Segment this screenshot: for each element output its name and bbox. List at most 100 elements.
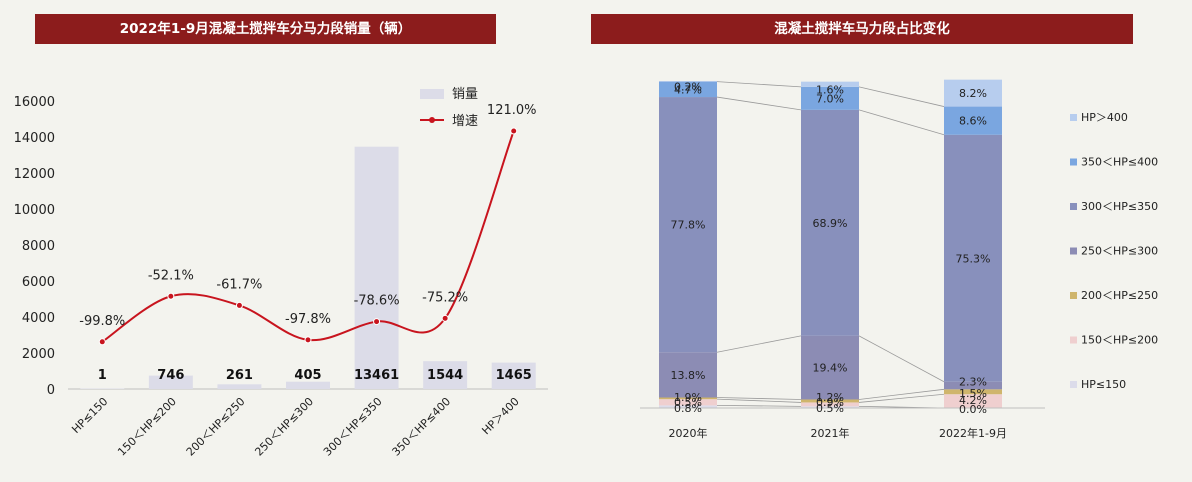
x-category-label: 300＜HP≤350	[321, 395, 385, 459]
segment-value-label: 1.5%	[959, 387, 987, 400]
segment-value-label: 0.5%	[674, 396, 702, 409]
segment-value-label: 0.5%	[816, 402, 844, 415]
x-category-label: HP≤150	[69, 395, 110, 436]
legend-swatch	[1070, 203, 1077, 210]
segment-value-label: 1.2%	[816, 391, 844, 404]
segment-value-label: 2.3%	[959, 375, 987, 388]
growth-value-label: -78.6%	[354, 294, 400, 309]
growth-point	[510, 127, 518, 135]
growth-point	[167, 292, 175, 300]
stacked-segment	[944, 134, 1002, 382]
stacked-segment	[659, 405, 717, 408]
segment-value-label: 75.3%	[956, 252, 991, 265]
growth-point	[441, 314, 449, 322]
growth-value-label: -75.2%	[422, 290, 468, 305]
sales-bar	[491, 362, 536, 389]
legend-label: HP＞400	[1081, 111, 1128, 124]
sales-bar	[80, 388, 125, 389]
y-tick-label: 16000	[14, 95, 55, 110]
segment-value-label: 0.0%	[959, 403, 987, 416]
growth-value-label: -52.1%	[148, 268, 194, 283]
segment-value-label: 1.6%	[816, 83, 844, 96]
segment-value-label: 13.8%	[671, 369, 706, 382]
x-category-label: 2022年1-9月	[939, 426, 1007, 440]
connector-line	[716, 397, 802, 400]
stacked-segment	[801, 109, 859, 336]
stacked-segment	[801, 81, 859, 87]
segment-value-label: 68.9%	[813, 217, 848, 230]
legend-label: 350＜HP≤400	[1081, 156, 1158, 169]
sales-value-label: 261	[226, 368, 253, 383]
right-chart-title: 混凝土搅拌车马力段占比变化	[591, 14, 1133, 44]
stacked-segment	[801, 335, 859, 400]
connector-line	[716, 404, 802, 407]
segment-value-label: 0.8%	[674, 402, 702, 415]
x-category-label: 2020年	[669, 426, 708, 440]
legend-swatch	[1070, 292, 1077, 299]
legend-label: 300＜HP≤350	[1081, 200, 1158, 213]
growth-value-label: -61.7%	[216, 277, 262, 292]
y-tick-label: 6000	[22, 275, 55, 290]
sales-value-label: 1544	[427, 368, 463, 383]
segment-value-label: 0.9%	[816, 396, 844, 409]
sales-bar	[217, 384, 262, 389]
legend-swatch	[1070, 381, 1077, 388]
sales-value-label: 746	[157, 368, 184, 383]
legend-label: HP≤150	[1081, 378, 1126, 391]
segment-value-label: 77.8%	[671, 219, 706, 232]
legend-sales-swatch	[420, 89, 444, 99]
y-tick-label: 2000	[22, 347, 55, 362]
growth-point	[235, 301, 243, 309]
stacked-segment	[659, 80, 717, 82]
y-tick-label: 0	[47, 383, 55, 398]
growth-value-label: -97.8%	[285, 312, 331, 327]
connector-line	[858, 86, 945, 107]
sales-bar	[148, 375, 193, 389]
stacked-segment	[944, 394, 1002, 408]
y-tick-label: 8000	[22, 239, 55, 254]
legend-swatch	[1070, 247, 1077, 255]
connector-line	[716, 335, 802, 353]
legend-growth-marker	[429, 117, 435, 123]
segment-value-label: 8.6%	[959, 115, 987, 128]
connector-line	[858, 388, 945, 400]
segment-value-label: 8.2%	[959, 87, 987, 100]
x-category-label: 350＜HP≤400	[390, 395, 454, 459]
sales-bar	[354, 146, 399, 389]
segment-value-label: 4.2%	[959, 394, 987, 407]
sales-bar	[286, 381, 330, 389]
legend-swatch	[1070, 336, 1077, 344]
y-tick-label: 10000	[14, 203, 55, 218]
connector-line	[858, 109, 945, 136]
segment-value-label: 4.7%	[674, 83, 702, 96]
growth-point	[373, 318, 381, 326]
stacked-segment	[801, 406, 859, 408]
y-tick-label: 4000	[22, 311, 55, 326]
connector-line	[716, 96, 802, 111]
legend-sales-label: 销量	[452, 87, 478, 102]
sales-value-label: 1465	[496, 368, 532, 383]
growth-value-label: 121.0%	[487, 103, 537, 118]
x-category-label: 200＜HP≤250	[184, 395, 248, 459]
stacked-segment	[944, 389, 1002, 395]
connector-line	[858, 393, 945, 403]
legend-growth-label: 增速	[452, 114, 478, 129]
stacked-segment	[944, 106, 1002, 135]
stacked-segment	[659, 81, 717, 98]
legend-swatch	[1070, 158, 1077, 166]
sales-value-label: 13461	[354, 368, 399, 383]
stacked-segment	[659, 97, 717, 353]
growth-point	[304, 336, 312, 344]
segment-value-label: 7.0%	[816, 92, 844, 105]
y-tick-label: 14000	[14, 131, 55, 146]
y-tick-label: 12000	[14, 167, 55, 182]
legend-label: 200＜HP≤250	[1081, 289, 1158, 302]
left-chart-title: 2022年1-9月混凝土搅拌车分马力段销量（辆）	[35, 14, 496, 44]
legend-label: 150＜HP≤200	[1081, 334, 1158, 347]
sales-bar	[423, 361, 468, 389]
stacked-segment	[801, 402, 859, 407]
stacked-segment	[801, 86, 859, 110]
x-category-label: HP＞400	[479, 395, 521, 437]
sales-value-label: 405	[294, 368, 321, 383]
